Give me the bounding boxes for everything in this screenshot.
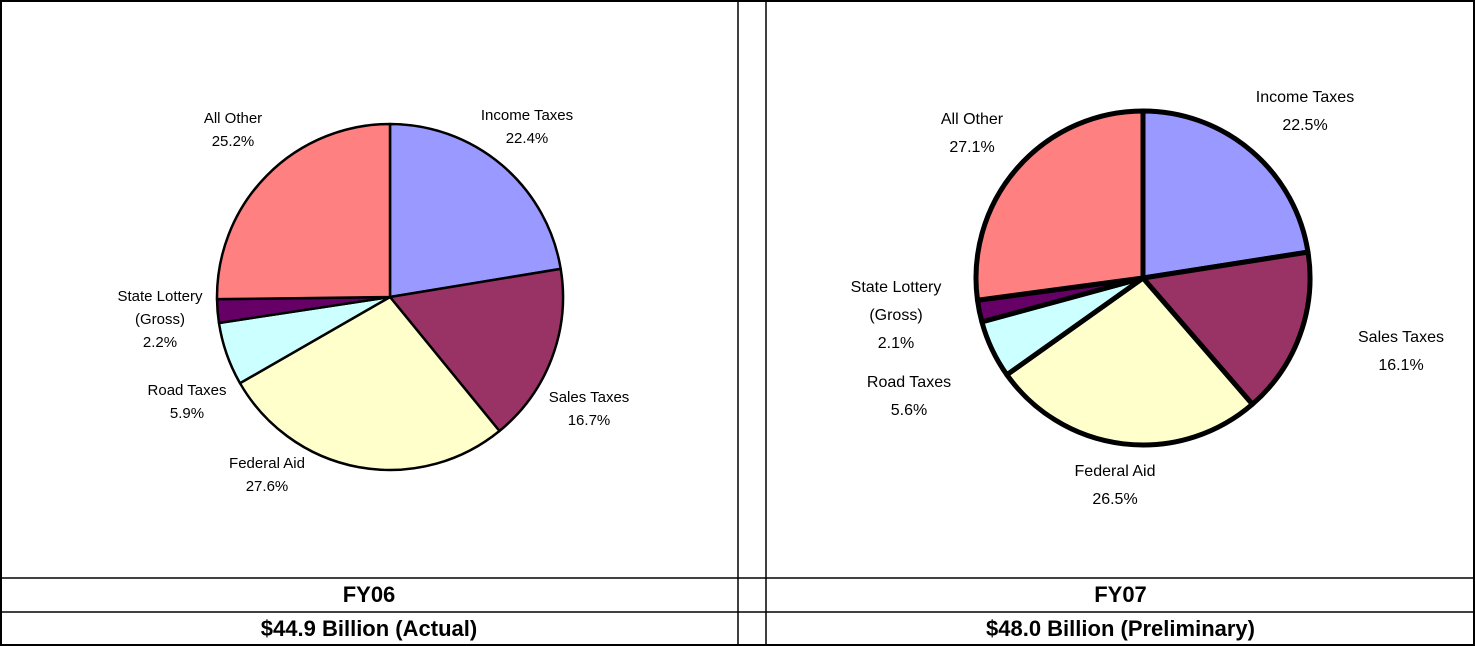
slice-value-label: 16.1% [1378, 357, 1424, 374]
slice-label: State Lottery (Gross) [117, 288, 203, 328]
slice-value-label: 27.1% [949, 139, 995, 156]
slice-label: Road Taxes [866, 374, 952, 391]
slice-value-label: 25.2% [211, 133, 255, 150]
slice-label: Income Taxes [480, 107, 574, 124]
pie-slice [1140, 249, 1313, 407]
slice-label: Federal Aid [1074, 463, 1156, 480]
slice-value-label: 22.5% [1282, 117, 1328, 134]
slice-label: All Other [940, 111, 1004, 128]
slice-value-label: 2.1% [877, 335, 915, 352]
slice-label: All Other [203, 110, 263, 127]
pie-slice [1004, 275, 1255, 448]
slice-label: Sales Taxes [548, 389, 630, 406]
pie-slice [973, 108, 1146, 303]
slice-label: Income Taxes [1255, 89, 1355, 106]
pie-slice [388, 122, 562, 299]
pie-slice [238, 295, 501, 472]
chart-subtitle: $48.0 Billion (Preliminary) [986, 616, 1255, 641]
chart-title: FY06 [342, 582, 396, 607]
slice-value-label: 27.6% [245, 478, 289, 495]
pie-slice [1140, 108, 1311, 281]
slice-value-label: 5.9% [169, 405, 205, 422]
slice-label: Federal Aid [229, 455, 305, 472]
slice-label: Sales Taxes [1358, 329, 1444, 346]
pie-slice [388, 267, 565, 433]
slice-label: Road Taxes [147, 382, 227, 399]
slice-label: State Lottery (Gross) [850, 279, 942, 324]
chart-subtitle: $44.9 Billion (Actual) [260, 616, 478, 641]
slice-value-label: 2.2% [142, 334, 178, 351]
slice-value-label: 26.5% [1092, 491, 1138, 508]
chart-title: FY07 [1094, 582, 1147, 607]
slice-value-label: 16.7% [567, 412, 611, 429]
slice-value-label: 22.4% [505, 130, 549, 147]
slice-value-label: 5.6% [890, 402, 928, 419]
pie-slice [215, 122, 392, 301]
